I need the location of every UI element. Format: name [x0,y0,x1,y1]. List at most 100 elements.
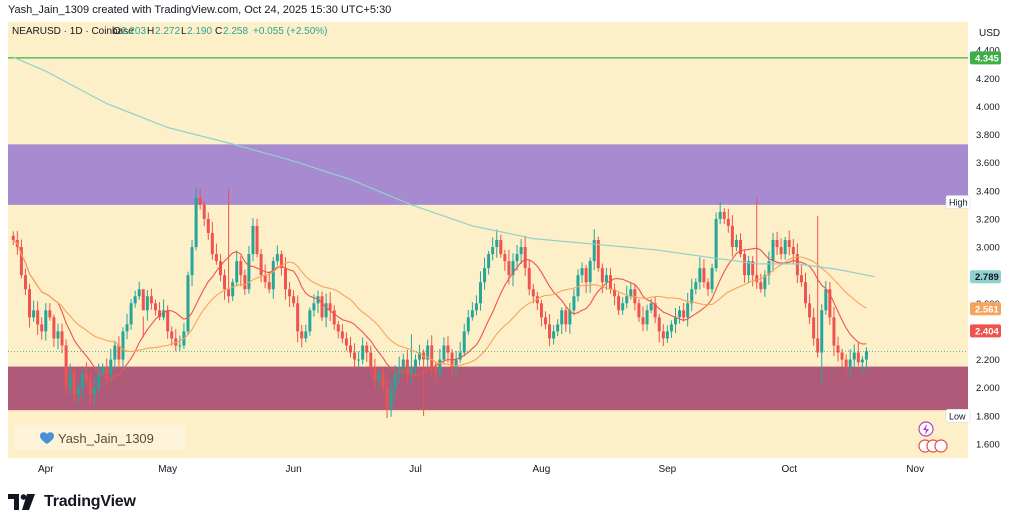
candle [52,314,56,347]
legend-change: +0.055 (+2.50%) [253,26,328,37]
credit-text: Yash_Jain_1309 created with TradingView.… [8,4,392,16]
candle-body [283,268,287,290]
candle-body [690,289,694,304]
candle [194,188,198,251]
support-zone [8,366,968,411]
candle-body [694,282,698,290]
candle [775,231,779,255]
candle [600,263,604,294]
candle-body [348,345,352,353]
candle [283,256,287,300]
candle [60,323,64,354]
candle-body [763,275,767,290]
candle [373,358,377,389]
legend-open-label: O [113,26,121,37]
zone-label-text: High [949,198,968,208]
candle-body [755,275,759,283]
price-label: 2.404 [970,324,1001,338]
candle-body [751,261,755,276]
price-label-bg [970,302,1001,316]
candle [11,231,15,246]
candle-body [206,218,210,233]
x-tick-label: Oct [781,464,797,475]
candle [491,237,495,261]
candle-body [840,352,844,360]
candle-body [426,345,430,360]
candle-body [44,310,48,332]
zone-label-bg [945,195,971,209]
candle [743,249,747,283]
candle-body [121,331,125,360]
candle-body [153,303,157,311]
candle [113,340,117,369]
y-tick-label: 4.400 [976,46,1000,57]
x-tick-label: Jun [286,464,302,475]
candle [592,229,596,271]
legend-open-value: 2.203 [121,26,146,37]
zone-label-low: Low [945,409,971,423]
price-label: 4.345 [970,51,1001,65]
candle-body [474,303,478,311]
candle-body [137,289,141,297]
legend-high-label: H [147,26,154,37]
candle [828,282,832,325]
candle-body [214,254,218,262]
candle-body [336,324,340,332]
candle [235,250,239,287]
candle-body [629,289,633,297]
candle [771,232,775,272]
candle [292,290,296,308]
candle-body [584,268,588,283]
candle [527,260,531,296]
candle-body [661,331,665,339]
candle [178,335,182,352]
candle [852,344,856,369]
candle-body [458,352,462,360]
candle-body [596,240,600,269]
candle-body [231,282,235,297]
resistance-zone [8,144,968,205]
candle-body [580,268,584,276]
candle [243,269,247,295]
candle-body [734,240,738,248]
candle [755,197,759,289]
candle [690,278,694,312]
tradingview-logo[interactable]: TradingView [8,490,136,514]
candle-body [385,387,389,409]
candle-body [389,387,393,409]
candle-body [738,240,742,255]
candle [462,323,466,357]
legend-low-value: 2.190 [187,26,212,37]
candles [11,187,868,419]
flag-icon-3 [934,439,948,453]
candle-body [141,289,145,311]
candle [543,311,547,330]
candle [694,278,698,295]
price-label-bg [970,270,1001,284]
candle [365,341,369,362]
candle [812,307,816,346]
candle-body [641,317,645,325]
candle-body [568,310,572,325]
candle [153,299,157,316]
candle [170,326,174,346]
candle-body [373,366,377,381]
candle-body [799,275,803,283]
candle-body [194,197,198,248]
tradingview-wordmark: TradingView [44,493,136,510]
candle-body [344,338,348,346]
candle [210,221,214,260]
candle-body [576,275,580,297]
candle-body [125,324,129,332]
candle-body [109,359,113,374]
candle-body [36,310,40,325]
candle [531,283,535,304]
candle-body [816,338,820,353]
x-tick-label: Nov [906,464,924,475]
x-tick-label: Apr [38,464,54,475]
candle [832,306,836,357]
candle-body [442,345,446,360]
candle [48,303,52,321]
candle-body [202,204,206,219]
